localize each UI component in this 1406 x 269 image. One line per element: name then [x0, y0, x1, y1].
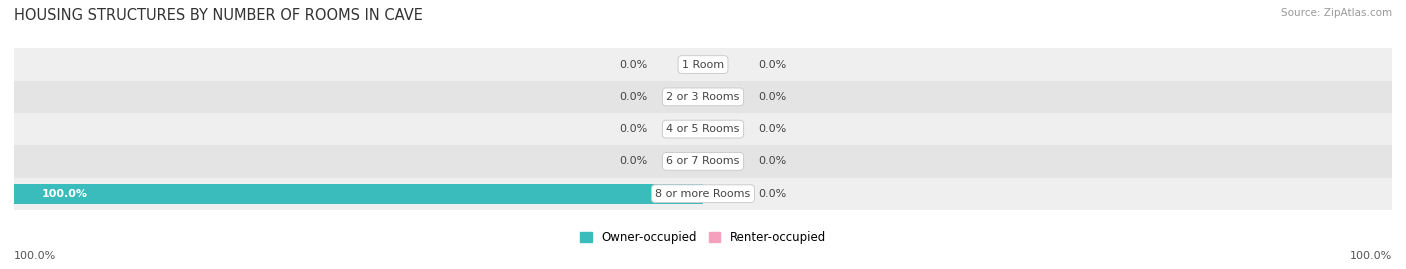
Text: 100.0%: 100.0% [14, 251, 56, 261]
Text: 0.0%: 0.0% [758, 189, 786, 199]
Text: 2 or 3 Rooms: 2 or 3 Rooms [666, 92, 740, 102]
Text: 0.0%: 0.0% [620, 59, 648, 70]
Text: 0.0%: 0.0% [620, 92, 648, 102]
Text: 0.0%: 0.0% [758, 92, 786, 102]
Bar [14, 145, 1392, 178]
Text: 8 or more Rooms: 8 or more Rooms [655, 189, 751, 199]
Text: 0.0%: 0.0% [758, 156, 786, 167]
Text: 0.0%: 0.0% [620, 124, 648, 134]
Legend: Owner-occupied, Renter-occupied: Owner-occupied, Renter-occupied [575, 227, 831, 249]
Text: 0.0%: 0.0% [758, 59, 786, 70]
Text: HOUSING STRUCTURES BY NUMBER OF ROOMS IN CAVE: HOUSING STRUCTURES BY NUMBER OF ROOMS IN… [14, 8, 423, 23]
Bar [14, 178, 1392, 210]
Text: 6 or 7 Rooms: 6 or 7 Rooms [666, 156, 740, 167]
Bar [14, 81, 1392, 113]
Text: Source: ZipAtlas.com: Source: ZipAtlas.com [1281, 8, 1392, 18]
Text: 100.0%: 100.0% [42, 189, 87, 199]
Text: 4 or 5 Rooms: 4 or 5 Rooms [666, 124, 740, 134]
Text: 100.0%: 100.0% [1350, 251, 1392, 261]
Bar [14, 113, 1392, 145]
Bar [14, 184, 703, 204]
Text: 1 Room: 1 Room [682, 59, 724, 70]
Text: 0.0%: 0.0% [620, 156, 648, 167]
Bar [14, 48, 1392, 81]
Text: 0.0%: 0.0% [758, 124, 786, 134]
